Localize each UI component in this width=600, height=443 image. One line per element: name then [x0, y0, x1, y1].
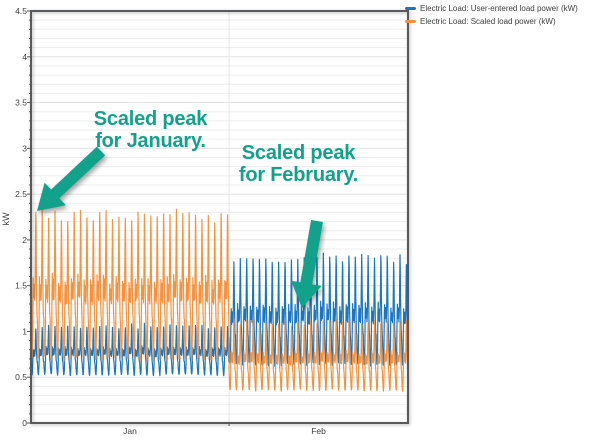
legend-line-swatch-orange — [405, 20, 416, 23]
legend-line-swatch-blue — [405, 7, 416, 10]
y-axis-title: kW — [1, 212, 11, 226]
y-tick-label: 0 — [22, 418, 27, 428]
legend-label: Electric Load: User-entered load power (… — [420, 4, 578, 13]
annotation-text-line: for January. — [95, 129, 206, 152]
y-tick-label: 4 — [22, 52, 27, 62]
annotation-text-line: Scaled peak — [93, 108, 208, 130]
y-axis: 0 0.5 1 1.5 2 2.5 3 3.5 4 4.5 — [15, 6, 31, 428]
annotation-text-line: for February. — [238, 163, 359, 186]
y-tick-label: 1 — [22, 326, 27, 336]
legend-item-scaled-load[interactable]: Electric Load: Scaled load power (kW) — [405, 15, 578, 28]
series-group — [31, 208, 408, 392]
annotation-february-scaled-peak: Scaled peak for February. — [206, 142, 391, 186]
series-user-entered-load-line — [31, 252, 408, 377]
annotation-arrow-january — [37, 146, 106, 211]
x-month-label: Feb — [311, 426, 326, 436]
legend-item-user-entered-load[interactable]: Electric Load: User-entered load power (… — [405, 2, 578, 15]
annotation-arrow-february — [291, 220, 323, 308]
legend-label: Electric Load: Scaled load power (kW) — [420, 17, 556, 26]
y-tick-label: 2.5 — [15, 189, 27, 199]
x-month-label: Jan — [123, 426, 137, 436]
chart-legend: Electric Load: User-entered load power (… — [405, 2, 578, 28]
y-tick-label: 4.5 — [15, 6, 27, 16]
y-tick-label: 0.5 — [15, 372, 27, 382]
series-scaled-load-line — [31, 208, 408, 392]
y-tick-label: 3 — [22, 143, 27, 153]
y-tick-label: 3.5 — [15, 98, 27, 108]
y-tick-label: 1.5 — [15, 281, 27, 291]
annotation-text-line: Scaled peak — [241, 142, 356, 164]
annotation-january-scaled-peak: Scaled peak for January. — [58, 108, 243, 152]
plot-frame — [30, 10, 409, 424]
y-tick-label: 2 — [22, 235, 27, 245]
